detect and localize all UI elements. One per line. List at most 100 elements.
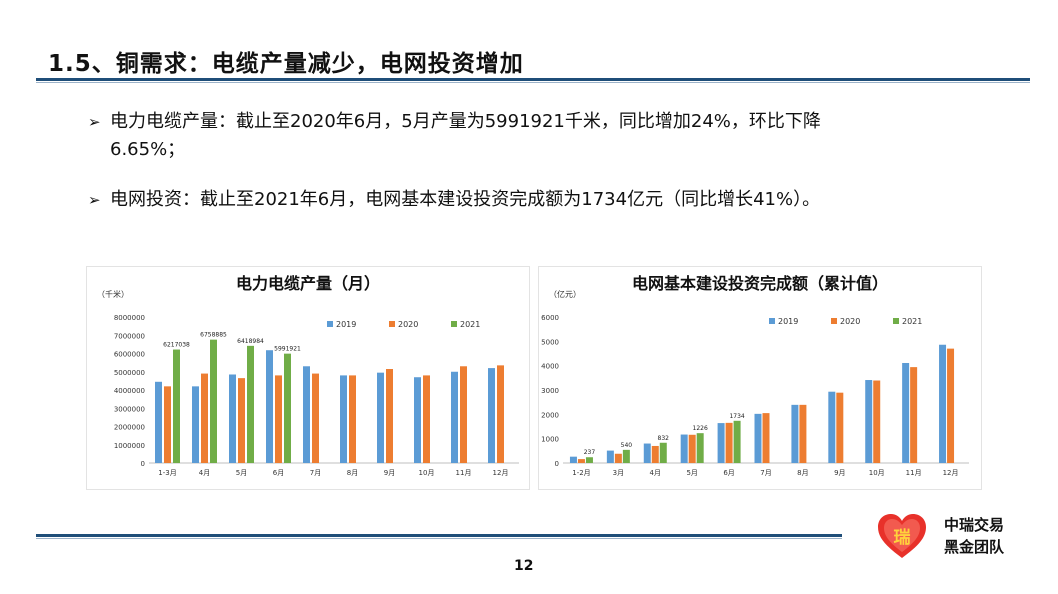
bar-2020 — [836, 392, 844, 463]
y-axis-label: （亿元） — [549, 289, 581, 299]
bar-2019 — [902, 362, 910, 463]
y-tick-label: 5000000 — [114, 369, 145, 377]
bullet-grid-investment: ➢ 电网投资：截止至2021年6月，电网基本建设投资完成额为1734亿元（同比增长… — [88, 186, 988, 214]
bar-2019 — [155, 381, 162, 463]
bar-2019 — [680, 434, 688, 463]
bar-2020 — [201, 373, 208, 463]
bullet-text-line1: 电网投资：截止至2021年6月，电网基本建设投资完成额为1734亿元（同比增长4… — [110, 189, 821, 210]
bar-2020 — [725, 422, 733, 463]
x-tick-label: 9月 — [834, 469, 845, 477]
legend-swatch — [327, 321, 333, 327]
y-tick-label: 5000 — [541, 338, 559, 346]
bar-2020 — [873, 380, 881, 463]
bar-2021 — [622, 449, 630, 463]
x-tick-label: 11月 — [456, 469, 472, 477]
bar-2020 — [460, 366, 467, 463]
chart-title: 电网基本建设投资完成额（累计值） — [632, 274, 888, 293]
title-divider-thin — [36, 82, 1030, 83]
legend-label: 2019 — [336, 320, 356, 329]
cable-output-chart-svg: 电力电缆产量（月） （千米） 0 1000000 2000000 3000000 40000… — [97, 274, 519, 477]
bullet-text-line2: 6.65%； — [110, 139, 186, 160]
data-label: 832 — [658, 435, 670, 442]
x-tick-label: 12月 — [943, 469, 959, 477]
bar-2019 — [192, 386, 199, 463]
x-tick-label: 9月 — [384, 469, 395, 477]
brand-name: 中瑞交易 黑金团队 — [944, 514, 1004, 558]
legend-swatch — [831, 318, 837, 324]
data-label: 6217038 — [163, 342, 190, 349]
arrow-bullet-icon: ➢ — [88, 191, 101, 209]
y-tick-label: 2000000 — [114, 424, 145, 432]
bar-2021 — [733, 420, 741, 463]
bar-2021 — [659, 442, 667, 463]
chart-title: 电力电缆产量（月） — [236, 274, 380, 293]
x-tick-label: 8月 — [347, 469, 358, 477]
data-label: 1226 — [693, 425, 708, 432]
x-tick-label: 8月 — [797, 469, 808, 477]
x-tick-label: 3月 — [613, 469, 624, 477]
legend-swatch — [451, 321, 457, 327]
page-title: 1.5、铜需求：电缆产量减少，电网投资增加 — [48, 51, 524, 77]
y-tick-label: 1000000 — [114, 442, 145, 450]
data-label: 5991921 — [274, 346, 301, 353]
bar-2019 — [828, 391, 836, 463]
y-tick-label: 8000000 — [114, 314, 145, 322]
y-tick-label: 7000000 — [114, 332, 145, 340]
footer-divider — [36, 534, 842, 537]
bar-2019 — [865, 380, 873, 463]
grid-investment-chart: 电网基本建设投资完成额（累计值） （亿元） 0 1000 2000 3000 4000 500… — [538, 266, 982, 490]
legend-label: 2021 — [460, 320, 480, 329]
cable-output-chart: 电力电缆产量（月） （千米） 0 1000000 2000000 3000000 40000… — [86, 266, 530, 490]
bar-2019 — [451, 371, 458, 463]
bar-2021 — [284, 353, 291, 463]
bar-2020 — [386, 369, 393, 463]
footer-divider-thin — [36, 538, 842, 539]
x-tick-label: 10月 — [419, 469, 435, 477]
bar-2020 — [423, 375, 430, 463]
page-number: 12 — [514, 558, 534, 574]
legend-label: 2020 — [398, 320, 418, 329]
legend-label: 2019 — [778, 317, 798, 326]
bar-2019 — [266, 350, 273, 463]
bullet-cable-output: ➢ 电力电缆产量：截止至2020年6月，5月产量为5991921千米，同比增加24… — [88, 108, 968, 164]
x-tick-label: 7月 — [310, 469, 321, 477]
bar-2020 — [238, 378, 245, 463]
y-tick-label: 0 — [141, 460, 145, 468]
x-tick-label: 6月 — [723, 469, 734, 477]
bar-2019 — [488, 368, 495, 463]
bar-2020 — [275, 375, 282, 463]
data-label: 6418984 — [237, 338, 264, 345]
bar-2020 — [910, 367, 918, 463]
y-tick-label: 6000 — [541, 314, 559, 322]
bar-2021 — [210, 339, 217, 463]
y-tick-label: 1000 — [541, 436, 559, 444]
y-tick-label: 2000 — [541, 411, 559, 419]
x-tick-label: 7月 — [760, 469, 771, 477]
bar-2020 — [688, 434, 696, 463]
x-tick-label: 12月 — [493, 469, 509, 477]
x-tick-label: 1-2月 — [572, 469, 590, 477]
bar-2020 — [497, 365, 504, 463]
bar-2019 — [643, 443, 651, 463]
bar-2021 — [696, 433, 704, 463]
bar-2019 — [939, 344, 947, 463]
y-tick-label: 3000 — [541, 387, 559, 395]
data-label: 540 — [621, 442, 633, 449]
x-tick-label: 5月 — [686, 469, 697, 477]
y-tick-label: 4000000 — [114, 387, 145, 395]
heart-logo-icon: 瑞 — [878, 514, 926, 558]
y-tick-label: 3000000 — [114, 405, 145, 413]
bar-2019 — [303, 366, 310, 463]
bar-2020 — [614, 453, 622, 463]
x-tick-label: 10月 — [869, 469, 885, 477]
data-label: 237 — [584, 449, 596, 456]
bar-2019 — [340, 375, 347, 463]
bar-2019 — [791, 404, 799, 463]
bar-2020 — [651, 445, 659, 463]
x-tick-label: 4月 — [650, 469, 661, 477]
bar-2019 — [414, 377, 421, 463]
y-tick-label: 0 — [555, 460, 559, 468]
bar-2020 — [312, 373, 319, 463]
x-tick-label: 4月 — [199, 469, 210, 477]
y-axis-label: （千米） — [97, 289, 129, 299]
